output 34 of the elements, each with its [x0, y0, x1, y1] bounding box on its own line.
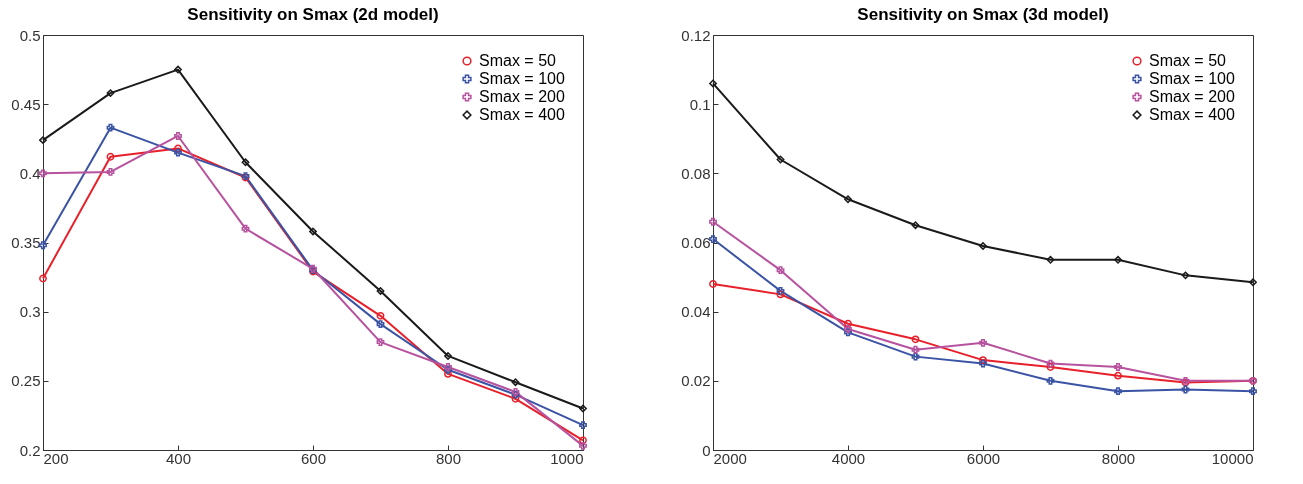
x-tick-label: 4000: [831, 449, 866, 467]
legend-label: Smax = 50: [1149, 52, 1227, 69]
chart-title: Sensitivity on Smax (3d model): [857, 5, 1109, 24]
legend-label: Smax = 100: [479, 70, 565, 87]
x-tick-label: 600: [300, 449, 327, 467]
legend-label: Smax = 200: [479, 88, 565, 105]
legend-label: Smax = 100: [1149, 70, 1235, 87]
y-tick-label: 0.35: [11, 234, 41, 251]
x-tick-label: 800: [435, 449, 462, 467]
y-tick-label: 0.25: [11, 372, 41, 390]
y-tick-label: 0.02: [681, 372, 711, 390]
y-tick-label: 0.06: [681, 234, 711, 251]
y-tick-label: 0.5: [19, 26, 41, 44]
y-tick-label: 0.4: [19, 164, 41, 182]
legend-label: Smax = 400: [1149, 106, 1235, 123]
y-tick-label: 0.45: [11, 95, 41, 113]
y-tick-label: 0.1: [689, 95, 711, 113]
x-tick-label: 200: [43, 449, 69, 467]
x-tick-label: 10000: [1211, 449, 1254, 467]
y-tick-label: 0.12: [681, 26, 711, 44]
x-tick-label: 2000: [713, 449, 747, 467]
y-tick-label: 0.3: [19, 303, 41, 321]
x-tick-label: 1000: [550, 449, 584, 467]
legend-label: Smax = 400: [479, 106, 565, 123]
x-tick-label: 8000: [1101, 449, 1136, 467]
chart-title: Sensitivity on Smax (2d model): [187, 5, 439, 24]
y-tick-label: 0.08: [681, 164, 711, 182]
x-tick-label: 6000: [966, 449, 1001, 467]
y-tick-label: 0.04: [681, 303, 711, 321]
y-tick-label: 0.2: [19, 441, 41, 459]
legend-label: Smax = 200: [1149, 88, 1235, 105]
legend-label: Smax = 50: [479, 52, 557, 69]
y-tick-label: 0: [702, 441, 711, 459]
x-tick-label: 400: [165, 449, 192, 467]
